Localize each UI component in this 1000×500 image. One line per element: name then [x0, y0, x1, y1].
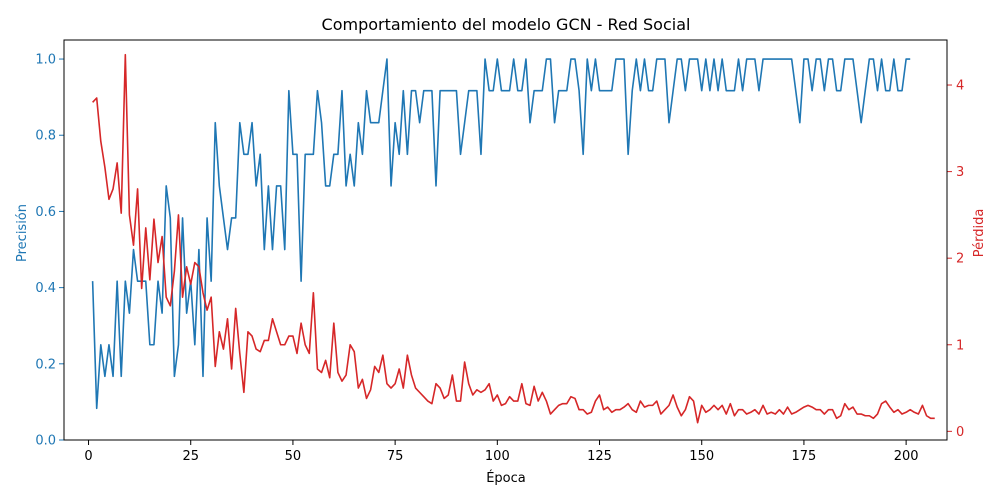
y-axis-left-title: Precisión [15, 204, 30, 262]
y-left-tick-label: 0.4 [35, 281, 56, 296]
plot-area: 0 25 50 75 100 125 150 175 200 0.0 0.2 0.4 0.6 0.8 1.0… [35, 39, 964, 464]
plot-frame [63, 39, 948, 441]
x-tick-label: 75 [387, 449, 404, 464]
loss-line [92, 53, 935, 424]
x-axis-title: Época [486, 470, 526, 486]
y-left-tick-label: 0.8 [35, 129, 56, 144]
y-right-tick-label: 2 [956, 252, 964, 267]
x-tick-label: 150 [689, 449, 714, 464]
x-tick-label: 175 [792, 449, 817, 464]
accuracy-line [91, 58, 911, 410]
y-right-tick-label: 3 [956, 165, 964, 180]
x-tick-label: 25 [182, 449, 199, 464]
chart-title: Comportamiento del modelo GCN - Red Soci… [322, 15, 691, 34]
x-tick-label: 100 [485, 449, 510, 464]
y-left-tick-label: 0.0 [35, 434, 56, 449]
x-tick-label: 0 [84, 449, 92, 464]
y-right-tick-label: 1 [956, 338, 964, 353]
y-left-tick-label: 0.6 [35, 205, 56, 220]
x-tick-label: 50 [285, 449, 302, 464]
x-tick-label: 200 [894, 449, 919, 464]
y-right-tick-label: 4 [956, 79, 964, 94]
y-axis-right-title: Pérdida [972, 209, 987, 258]
y-left-tick-label: 1.0 [35, 53, 56, 68]
y-right-tick-label: 0 [956, 425, 964, 440]
x-tick-label: 125 [587, 449, 612, 464]
y-left-tick-label: 0.2 [35, 357, 56, 372]
